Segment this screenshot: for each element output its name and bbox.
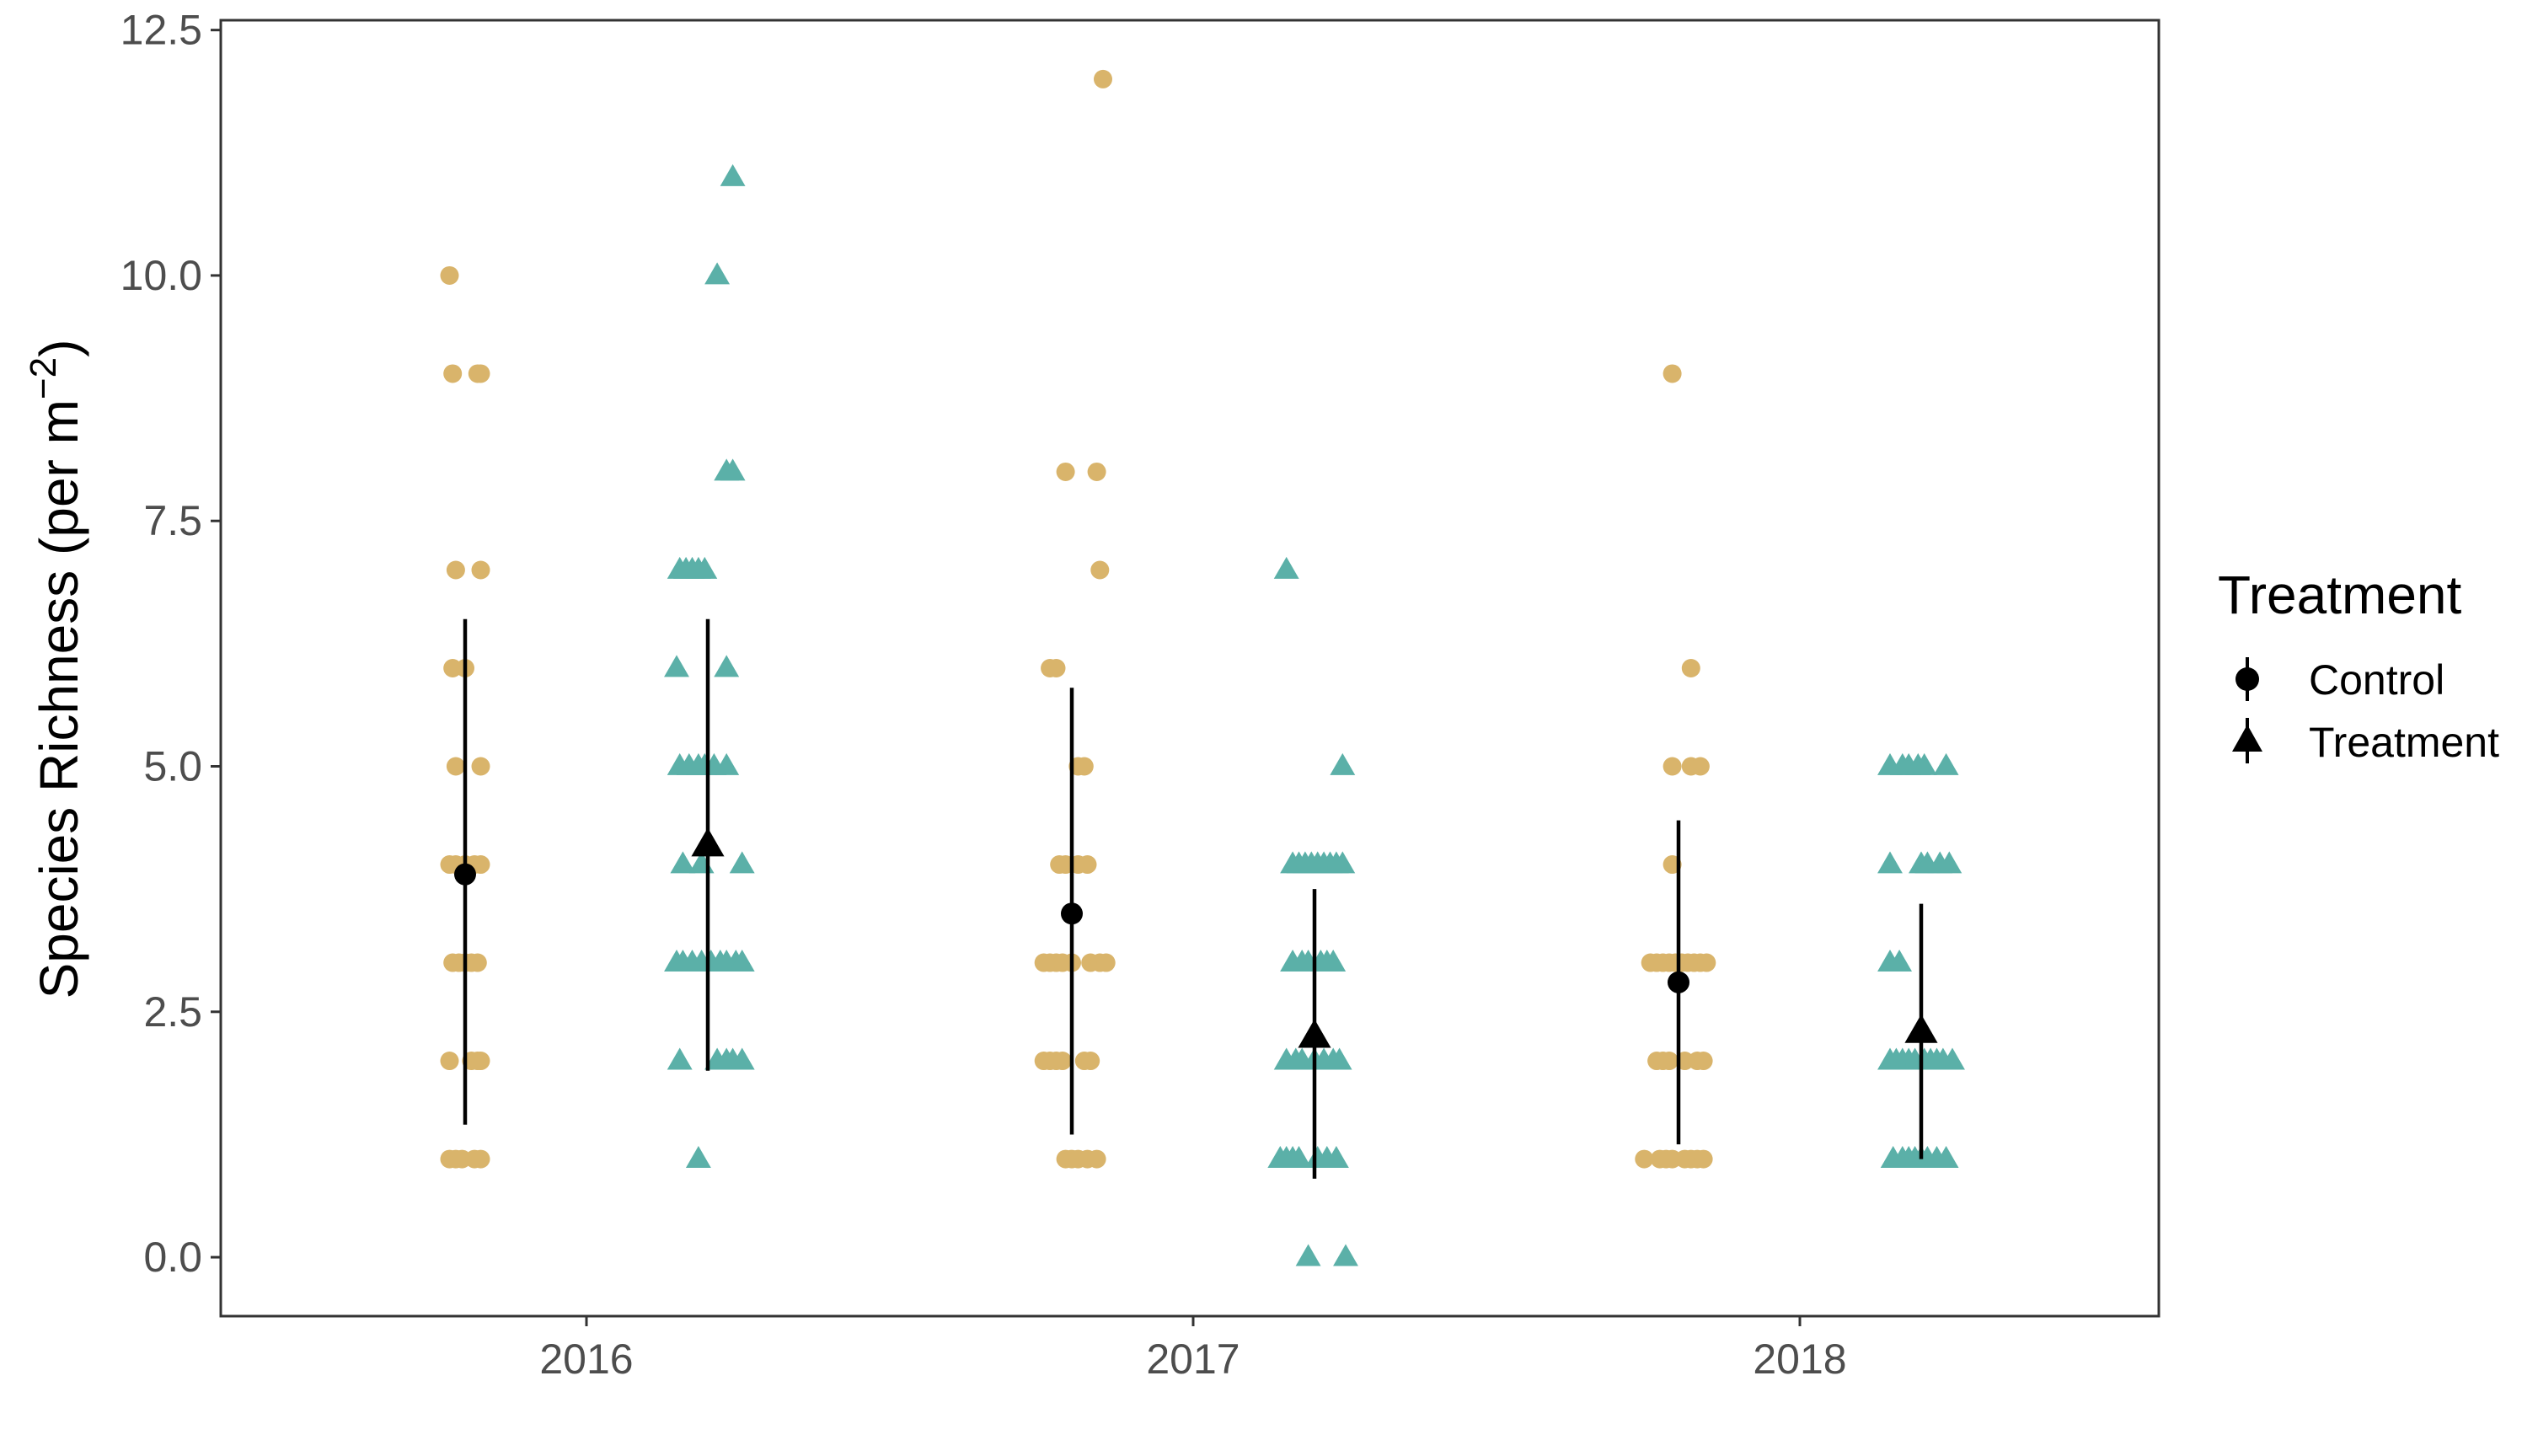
control-point: [1078, 855, 1097, 875]
control-point: [1659, 1052, 1679, 1071]
control-point: [1694, 1149, 1713, 1169]
control-point: [446, 560, 465, 580]
mean-errorbar-layer: [454, 618, 1938, 1179]
control-point: [1096, 953, 1116, 972]
legend-label-control: Control: [2309, 656, 2444, 704]
y-axis-title-text: Species Richness (per m: [29, 399, 89, 998]
x-tick-label: 2018: [1753, 1336, 1846, 1383]
treatment-point: [670, 851, 696, 874]
legend-treatment-triangle-icon: [2232, 725, 2262, 752]
control-point: [1635, 1149, 1654, 1169]
treatment-point: [1936, 851, 1962, 874]
y-tick-label: 5.0: [143, 743, 202, 790]
control-point: [1094, 69, 1112, 88]
treatment-point: [1940, 1047, 1965, 1070]
control-mean-point: [1061, 902, 1083, 925]
y-axis: 0.0 2.5 5.0 7.5 10.0 12.5: [120, 7, 221, 1281]
control-point: [471, 757, 490, 776]
treatment-point: [1333, 1244, 1358, 1266]
legend-item-control: Control: [2235, 656, 2444, 704]
x-tick-label: 2016: [539, 1336, 633, 1383]
control-point: [446, 757, 465, 776]
y-tick-label: 12.5: [120, 7, 202, 54]
treatment-point: [1933, 1145, 1959, 1168]
treatment-point: [1877, 851, 1903, 874]
y-tick-label: 2.5: [143, 988, 202, 1036]
control-point: [1052, 1052, 1072, 1071]
legend-control-circle-icon: [2235, 667, 2259, 691]
treatment-point: [729, 949, 755, 972]
legend-item-treatment: Treatment: [2232, 718, 2499, 766]
control-point: [1663, 757, 1682, 776]
treatment-point: [1911, 752, 1937, 775]
control-point: [1663, 364, 1682, 383]
treatment-point: [1273, 556, 1299, 579]
legend: Treatment Control Treatment: [2218, 565, 2499, 766]
treatment-point: [685, 1145, 711, 1168]
treatment-mean-point: [1904, 1014, 1938, 1043]
control-point: [1697, 953, 1716, 972]
treatment-mean-point: [691, 827, 725, 857]
control-point: [1074, 757, 1094, 776]
y-axis-title-superscript: −2: [23, 357, 64, 399]
control-point: [1087, 1149, 1106, 1169]
y-tick-label: 10.0: [120, 252, 202, 299]
control-point: [443, 364, 463, 383]
treatment-point: [1326, 1047, 1352, 1070]
control-point: [471, 1149, 490, 1169]
legend-label-treatment: Treatment: [2309, 719, 2499, 766]
x-tick-label: 2017: [1146, 1336, 1240, 1383]
treatment-point: [1295, 1244, 1321, 1266]
treatment-point: [1330, 752, 1356, 775]
treatment-point: [1323, 1145, 1349, 1168]
treatment-mean-point: [1298, 1019, 1331, 1048]
control-point: [1690, 757, 1710, 776]
control-point: [440, 265, 459, 285]
control-point: [1694, 1052, 1713, 1071]
treatment-point: [720, 163, 746, 186]
treatment-point: [1286, 1145, 1312, 1168]
treatment-point: [1887, 949, 1913, 972]
control-point: [1681, 659, 1700, 677]
control-point: [471, 855, 490, 875]
treatment-point: [729, 1047, 755, 1070]
control-point: [471, 560, 490, 580]
control-point: [468, 953, 487, 972]
control-point: [440, 1052, 459, 1071]
control-point: [1087, 462, 1106, 481]
control-point: [1047, 659, 1066, 677]
y-axis-title: Species Richness (per m−2): [23, 340, 89, 999]
treatment-point: [714, 752, 740, 775]
y-tick-label: 7.5: [143, 497, 202, 544]
control-point: [1090, 560, 1110, 580]
y-tick-label: 0.0: [143, 1234, 202, 1281]
treatment-point: [1330, 851, 1356, 874]
treatment-point: [714, 655, 740, 677]
treatment-point: [704, 262, 731, 285]
control-mean-point: [454, 863, 476, 886]
treatment-point: [1933, 752, 1959, 775]
control-point: [1056, 462, 1075, 481]
treatment-point: [1320, 949, 1347, 972]
control-point: [471, 364, 490, 383]
control-point: [471, 1052, 490, 1071]
treatment-point: [692, 556, 718, 579]
treatment-point: [667, 1047, 693, 1070]
treatment-point: [664, 655, 689, 677]
x-axis: 2016 2017 2018: [539, 1316, 1847, 1383]
legend-title: Treatment: [2218, 565, 2462, 625]
control-point: [1081, 1052, 1100, 1071]
treatment-point: [720, 458, 746, 481]
plot-panel-border: [219, 19, 2161, 1318]
treatment-point: [729, 851, 755, 874]
y-axis-title-close: ): [29, 340, 89, 357]
control-mean-point: [1668, 971, 1689, 993]
